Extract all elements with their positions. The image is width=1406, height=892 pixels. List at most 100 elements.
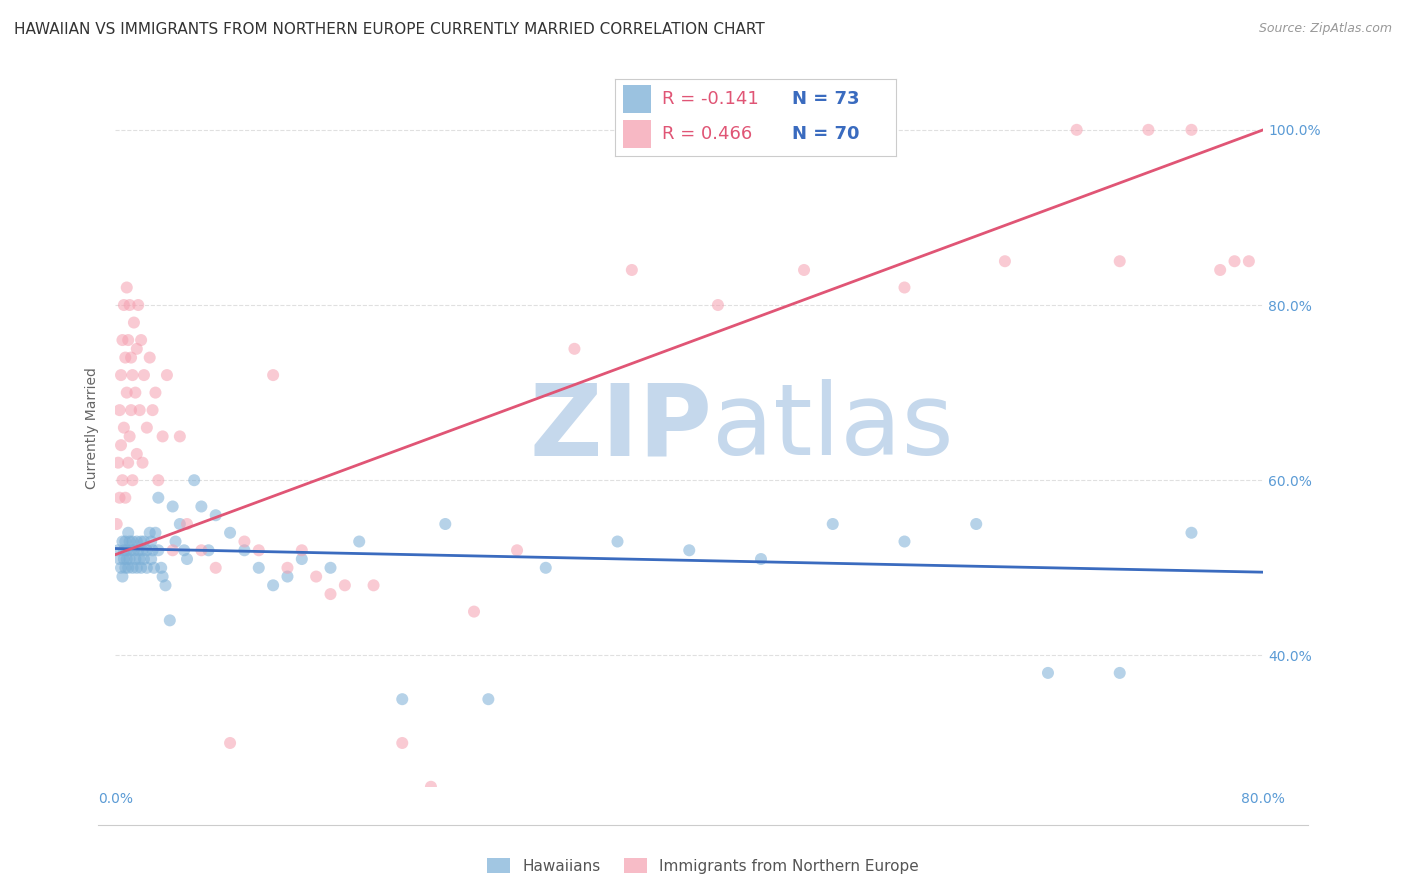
Point: [1036, 665, 1059, 680]
Point: [131, 543, 153, 558]
Point: [420, 780, 443, 794]
Point: [749, 552, 772, 566]
Point: [142, 543, 165, 558]
Legend: Hawaiians, Immigrants from Northern Europe: Hawaiians, Immigrants from Northern Euro…: [481, 852, 925, 880]
Point: [110, 438, 132, 452]
Point: [141, 552, 163, 566]
Point: [262, 578, 284, 592]
Point: [152, 429, 174, 443]
Point: [125, 342, 148, 356]
Point: [111, 569, 134, 583]
Point: [125, 447, 148, 461]
Point: [247, 561, 270, 575]
Point: [111, 473, 134, 487]
Point: [112, 543, 135, 558]
Point: [333, 578, 356, 592]
Point: [114, 491, 136, 505]
Point: [247, 543, 270, 558]
Point: [120, 351, 142, 365]
Point: [120, 403, 142, 417]
Point: [477, 692, 499, 706]
Point: [114, 534, 136, 549]
Point: [142, 403, 165, 417]
Point: [233, 534, 256, 549]
Point: [620, 263, 643, 277]
Point: [391, 692, 413, 706]
Point: [135, 420, 157, 434]
Point: [118, 298, 141, 312]
Point: [190, 543, 212, 558]
Point: [107, 456, 129, 470]
Point: [262, 368, 284, 383]
Point: [821, 516, 844, 531]
Y-axis label: Currently Married: Currently Married: [86, 367, 100, 489]
Point: [1180, 123, 1202, 137]
Point: [176, 516, 198, 531]
Point: [276, 561, 298, 575]
Point: [108, 403, 131, 417]
Point: [276, 569, 298, 583]
Point: [118, 429, 141, 443]
Point: [145, 385, 167, 400]
Point: [105, 516, 128, 531]
Point: [110, 561, 132, 575]
Point: [143, 561, 166, 575]
Point: [204, 561, 226, 575]
Point: [114, 351, 136, 365]
Point: [793, 263, 815, 277]
Point: [169, 516, 191, 531]
Point: [994, 254, 1017, 268]
Point: [110, 368, 132, 383]
Point: [108, 552, 131, 566]
Point: [190, 500, 212, 514]
Text: HAWAIIAN VS IMMIGRANTS FROM NORTHERN EUROPE CURRENTLY MARRIED CORRELATION CHART: HAWAIIAN VS IMMIGRANTS FROM NORTHERN EUR…: [14, 22, 765, 37]
Point: [1066, 123, 1088, 137]
Point: [291, 543, 314, 558]
Point: [108, 491, 131, 505]
Point: [183, 473, 205, 487]
Point: [1223, 254, 1246, 268]
Point: [564, 342, 586, 356]
Point: [112, 552, 135, 566]
Point: [115, 280, 138, 294]
Point: [219, 525, 242, 540]
Point: [1137, 123, 1160, 137]
Point: [125, 534, 148, 549]
Point: [204, 508, 226, 523]
Point: [111, 534, 134, 549]
Point: [132, 534, 155, 549]
Point: [117, 561, 139, 575]
Point: [115, 385, 138, 400]
Point: [114, 561, 136, 575]
Point: [305, 569, 328, 583]
Point: [128, 403, 150, 417]
Point: [127, 298, 149, 312]
Point: [122, 543, 145, 558]
Point: [707, 298, 730, 312]
Text: ZIP: ZIP: [529, 379, 713, 476]
Point: [162, 543, 184, 558]
Point: [1237, 254, 1260, 268]
Point: [159, 613, 181, 627]
Point: [534, 561, 557, 575]
Point: [129, 561, 152, 575]
Point: [138, 525, 160, 540]
Point: [112, 420, 135, 434]
Point: [125, 561, 148, 575]
Point: [319, 587, 342, 601]
Point: [129, 333, 152, 347]
Point: [162, 500, 184, 514]
Point: [124, 385, 146, 400]
Point: [111, 333, 134, 347]
Text: Source: ZipAtlas.com: Source: ZipAtlas.com: [1258, 22, 1392, 36]
Point: [112, 298, 135, 312]
Point: [391, 736, 413, 750]
Point: [319, 561, 342, 575]
Point: [1108, 254, 1130, 268]
Point: [156, 368, 179, 383]
Point: [107, 543, 129, 558]
Point: [1180, 525, 1202, 540]
Point: [120, 543, 142, 558]
Point: [463, 605, 485, 619]
Point: [145, 525, 167, 540]
